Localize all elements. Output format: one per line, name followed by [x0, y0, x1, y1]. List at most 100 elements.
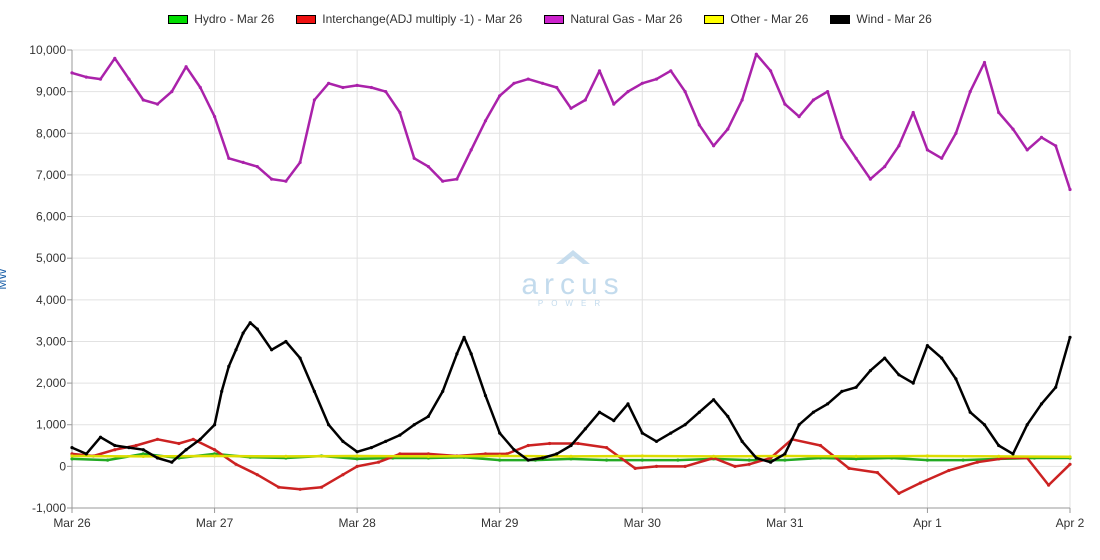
legend-label: Natural Gas - Mar 26: [570, 12, 683, 26]
legend-item-1[interactable]: Interchange(ADJ multiply -1) - Mar 26: [296, 8, 522, 30]
data-point: [612, 419, 616, 423]
legend-item-0[interactable]: Hydro - Mar 26: [168, 8, 274, 30]
data-point: [498, 454, 502, 458]
data-point: [883, 356, 887, 360]
data-point: [255, 327, 259, 331]
data-point: [783, 458, 787, 462]
data-point: [70, 454, 74, 458]
y-tick-label: 0: [59, 459, 66, 473]
data-point: [355, 450, 359, 454]
data-point: [270, 177, 274, 181]
data-point: [605, 458, 609, 462]
data-point: [70, 446, 74, 450]
data-point: [712, 454, 716, 458]
data-point: [327, 81, 331, 85]
data-point: [597, 69, 602, 73]
data-point: [355, 454, 359, 458]
data-point: [441, 389, 445, 393]
data-point: [697, 123, 701, 127]
data-point: [341, 473, 345, 477]
data-point: [947, 468, 951, 473]
data-point: [398, 452, 402, 456]
data-point: [669, 69, 673, 73]
legend-item-3[interactable]: Other - Mar 26: [704, 8, 808, 30]
data-point: [569, 443, 573, 448]
data-point: [141, 452, 145, 456]
data-point: [241, 160, 245, 164]
data-point: [640, 458, 644, 462]
y-tick-label: 3,000: [36, 334, 66, 348]
data-point: [640, 454, 644, 458]
data-point: [597, 410, 602, 414]
data-point: [241, 331, 245, 335]
data-point: [797, 115, 801, 119]
data-point: [312, 98, 316, 102]
data-point: [255, 165, 259, 169]
data-point: [483, 452, 488, 456]
data-point: [818, 443, 823, 448]
data-point: [84, 75, 88, 79]
legend-item-4[interactable]: Wind - Mar 26: [830, 8, 932, 30]
data-point: [875, 471, 880, 475]
data-point: [854, 454, 858, 458]
data-point: [854, 156, 858, 160]
watermark-chevron-icon: [556, 250, 590, 264]
data-point: [783, 452, 787, 456]
data-point: [462, 335, 466, 339]
data-point: [426, 454, 430, 458]
data-point: [319, 485, 324, 489]
data-point: [654, 439, 659, 443]
data-point: [911, 110, 915, 115]
data-point: [997, 110, 1001, 115]
data-point: [733, 464, 737, 468]
data-point: [754, 456, 758, 460]
data-point: [526, 77, 530, 81]
legend-swatch: [704, 14, 725, 24]
data-point: [1054, 385, 1058, 389]
data-point: [911, 381, 915, 385]
data-point: [883, 165, 887, 169]
data-point: [70, 71, 74, 75]
legend-item-2[interactable]: Natural Gas - Mar 26: [544, 8, 682, 30]
data-point: [113, 443, 117, 448]
data-point: [654, 77, 659, 81]
data-point: [376, 460, 381, 464]
data-point: [1011, 127, 1015, 131]
data-point: [498, 94, 502, 98]
legend-label: Hydro - Mar 26: [194, 12, 275, 26]
data-point: [134, 443, 138, 448]
data-point: [384, 439, 388, 443]
data-point: [1054, 144, 1058, 148]
data-point: [355, 83, 359, 87]
y-tick-label: 10,000: [29, 43, 66, 57]
data-point: [555, 85, 559, 90]
data-point: [940, 156, 944, 160]
data-point: [1039, 402, 1044, 406]
data-point: [384, 90, 388, 94]
data-point: [469, 148, 473, 152]
data-point: [369, 85, 373, 90]
y-tick-label: 7,000: [36, 168, 66, 182]
data-point: [968, 90, 972, 94]
data-point: [626, 90, 630, 94]
data-point: [355, 464, 359, 468]
data-point: [141, 454, 145, 458]
data-point: [469, 352, 473, 356]
data-point: [284, 454, 288, 458]
data-point: [248, 321, 252, 325]
data-point: [341, 439, 345, 443]
data-point: [184, 65, 188, 69]
axes: -1,000 0 1,000 2,000 3,000 4,000 5,000 6,000 7,0…: [29, 43, 1084, 530]
watermark-subtext: POWER: [538, 299, 608, 308]
legend-label: Wind - Mar 26: [856, 12, 932, 26]
data-point: [127, 446, 131, 450]
y-tick-label: -1,000: [32, 501, 66, 515]
data-point: [605, 446, 609, 450]
data-point: [155, 102, 160, 106]
watermark: arcus POWER: [521, 250, 619, 308]
data-point: [113, 56, 117, 60]
data-point: [191, 437, 195, 441]
data-point: [747, 458, 751, 462]
data-point: [284, 339, 288, 344]
